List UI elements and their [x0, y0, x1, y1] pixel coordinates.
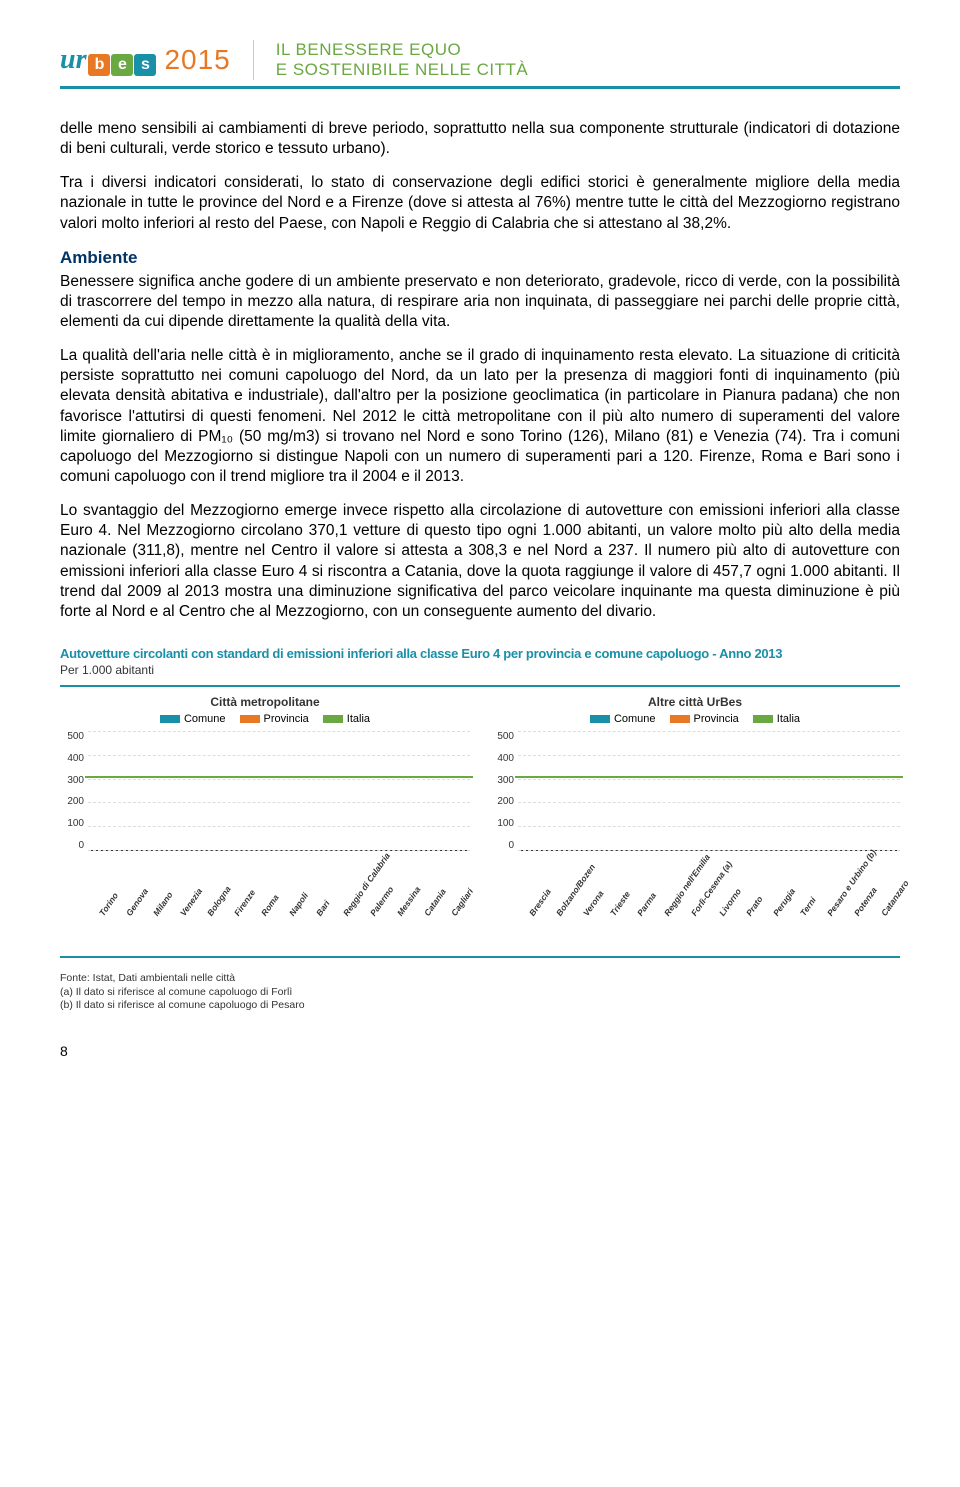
legend-italia-2: Italia: [753, 713, 800, 725]
chart-title: Autovetture circolanti con standard di e…: [60, 646, 900, 661]
chart-panel-altre: Altre città UrBes Comune Provincia Itali…: [490, 695, 900, 952]
header-title: IL BENESSERE EQUO E SOSTENIBILE NELLE CI…: [276, 40, 528, 79]
paragraph-4: La qualità dell'aria nelle città è in mi…: [60, 346, 900, 487]
section-title-ambiente: Ambiente: [60, 248, 900, 268]
page-number: 8: [60, 1043, 900, 1059]
y-axis-2: 5004003002001000: [490, 731, 518, 851]
logo-e-box: e: [111, 54, 133, 76]
legend-comune-2: Comune: [590, 713, 656, 725]
logo-ur-text: ur: [60, 44, 86, 76]
plot-area-1: [88, 731, 470, 851]
body-text: delle meno sensibili ai cambiamenti di b…: [60, 119, 900, 622]
plot-area-2: [518, 731, 900, 851]
panel2-title: Altre città UrBes: [490, 695, 900, 709]
y-axis-1: 5004003002001000: [60, 731, 88, 851]
paragraph-2: Tra i diversi indicatori considerati, lo…: [60, 173, 900, 233]
legend-provincia: Provincia: [240, 713, 309, 725]
logo-b-box: b: [88, 54, 110, 76]
legend-comune: Comune: [160, 713, 226, 725]
header-title-line1: IL BENESSERE EQUO: [276, 40, 528, 60]
logo-s-box: s: [134, 54, 156, 76]
panel1-title: Città metropolitane: [60, 695, 470, 709]
paragraph-3: Benessere significa anche godere di un a…: [60, 272, 900, 332]
page-header: ur b e s 2015 IL BENESSERE EQUO E SOSTEN…: [60, 40, 900, 89]
chart-subtitle: Per 1.000 abitanti: [60, 663, 900, 677]
legend-provincia-2: Provincia: [670, 713, 739, 725]
paragraph-1: delle meno sensibili ai cambiamenti di b…: [60, 119, 900, 159]
chart-panel-metro: Città metropolitane Comune Provincia Ita…: [60, 695, 470, 952]
paragraph-5: Lo svantaggio del Mezzogiorno emerge inv…: [60, 501, 900, 622]
chart-legend-2: Comune Provincia Italia: [490, 713, 900, 725]
header-title-line2: E SOSTENIBILE NELLE CITTÀ: [276, 60, 528, 80]
chart-note-a: (a) Il dato si riferisce al comune capol…: [60, 986, 900, 1000]
chart-border: Città metropolitane Comune Provincia Ita…: [60, 685, 900, 958]
x-labels-2: BresciaBolzano/BozenVeronaTriesteParmaRe…: [518, 888, 900, 898]
header-separator: [253, 40, 254, 80]
legend-italia: Italia: [323, 713, 370, 725]
chart-footer: Fonte: Istat, Dati ambientali nelle citt…: [60, 972, 900, 1013]
chart-source: Fonte: Istat, Dati ambientali nelle citt…: [60, 972, 900, 986]
urbes-logo: ur b e s 2015: [60, 44, 231, 76]
logo-year: 2015: [164, 44, 230, 76]
chart-legend-1: Comune Provincia Italia: [60, 713, 470, 725]
chart-note-b: (b) Il dato si riferisce al comune capol…: [60, 999, 900, 1013]
chart-section: Autovetture circolanti con standard di e…: [60, 646, 900, 1013]
x-labels-1: TorinoGenovaMilanoVeneziaBolognaFirenzeR…: [88, 888, 470, 898]
